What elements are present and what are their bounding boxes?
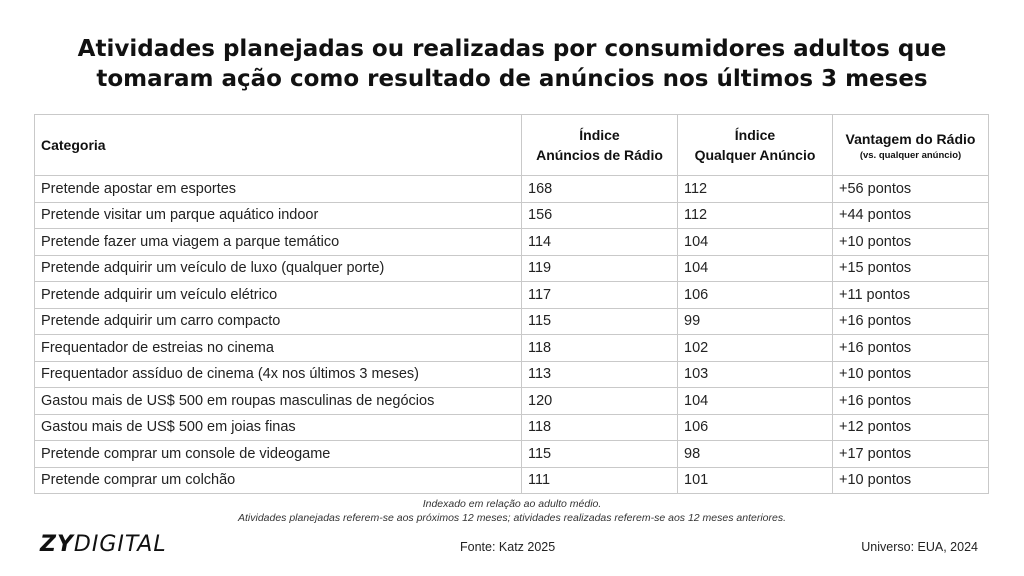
cell-any-ad-index: 101	[677, 466, 833, 494]
header-any-line1: Índice	[734, 127, 776, 143]
table-header: Categoria Índice Anúncios de Rádio Índic…	[34, 114, 989, 176]
cell-category: Pretende adquirir um carro compacto	[34, 307, 522, 335]
header-radio-line2: Anúncios de Rádio	[536, 147, 663, 163]
cell-any-ad-index: 99	[677, 307, 833, 335]
cell-radio-advantage: +10 pontos	[832, 228, 989, 256]
title-line-2: tomaram ação como resultado de anúncios …	[96, 66, 928, 92]
cell-category: Pretende comprar um colchão	[34, 466, 522, 494]
table-row: Pretende fazer uma viagem a parque temát…	[34, 228, 989, 256]
cell-radio-index: 156	[521, 201, 678, 229]
cell-radio-index: 118	[521, 413, 678, 441]
page-title: Atividades planejadas ou realizadas por …	[0, 34, 1024, 94]
table-row: Frequentador assíduo de cinema (4x nos ú…	[34, 360, 989, 388]
header-radio-advantage: Vantagem do Rádio (vs. qualquer anúncio)	[832, 114, 989, 176]
cell-any-ad-index: 104	[677, 228, 833, 256]
cell-category: Gastou mais de US$ 500 em joias finas	[34, 413, 522, 441]
cell-radio-advantage: +15 pontos	[832, 254, 989, 282]
cell-radio-advantage: +16 pontos	[832, 334, 989, 362]
cell-any-ad-index: 106	[677, 413, 833, 441]
table-row: Pretende comprar um console de videogame…	[34, 440, 989, 468]
cell-category: Pretende fazer uma viagem a parque temát…	[34, 228, 522, 256]
cell-radio-index: 119	[521, 254, 678, 282]
cell-category: Pretende comprar um console de videogame	[34, 440, 522, 468]
header-radio-line1: Índice	[579, 127, 620, 143]
cell-any-ad-index: 106	[677, 281, 833, 309]
cell-radio-advantage: +12 pontos	[832, 413, 989, 441]
header-category: Categoria	[34, 114, 522, 176]
footnote-definitions: Atividades planejadas referem-se aos pró…	[237, 512, 786, 524]
cell-category: Frequentador assíduo de cinema (4x nos ú…	[34, 360, 522, 388]
data-table: Categoria Índice Anúncios de Rádio Índic…	[34, 114, 989, 494]
cell-any-ad-index: 112	[677, 175, 833, 203]
footnote-indexed: Indexado em relação ao adulto médio.	[422, 498, 602, 510]
cell-any-ad-index: 102	[677, 334, 833, 362]
table-row: Pretende adquirir um veículo de luxo (qu…	[34, 254, 989, 282]
table-row: Pretende adquirir um carro compacto 115 99…	[34, 307, 989, 335]
cell-radio-index: 115	[521, 307, 678, 335]
cell-radio-index: 117	[521, 281, 678, 309]
zydigital-logo: ZYDIGITAL	[40, 532, 167, 557]
table-row: Pretende adquirir um veículo elétrico 117…	[34, 281, 989, 309]
cell-radio-advantage: +16 pontos	[832, 387, 989, 415]
cell-radio-index: 114	[521, 228, 678, 256]
cell-radio-advantage: +56 pontos	[832, 175, 989, 203]
header-radio-index: Índice Anúncios de Rádio	[521, 114, 678, 176]
cell-category: Pretende apostar em esportes	[34, 175, 522, 203]
table-row: Pretende apostar em esportes 168 112 +56 po…	[34, 175, 989, 203]
cell-radio-index: 120	[521, 387, 678, 415]
universe-text: Universo: EUA, 2024	[861, 540, 978, 554]
logo-light-text: DIGITAL	[73, 532, 167, 557]
cell-radio-index: 113	[521, 360, 678, 388]
cell-radio-advantage: +17 pontos	[832, 440, 989, 468]
cell-category: Gastou mais de US$ 500 em roupas masculi…	[34, 387, 522, 415]
cell-any-ad-index: 104	[677, 254, 833, 282]
table-row: Gastou mais de US$ 500 em joias finas 118…	[34, 413, 989, 441]
cell-any-ad-index: 103	[677, 360, 833, 388]
title-line-1: Atividades planejadas ou realizadas por …	[77, 36, 947, 62]
table-row: Frequentador de estreias no cinema 118 102…	[34, 334, 989, 362]
header-any-line2: Qualquer Anúncio	[694, 147, 816, 163]
table-row: Pretende visitar um parque aquático indo…	[34, 201, 989, 229]
cell-radio-advantage: +10 pontos	[832, 466, 989, 494]
cell-radio-index: 115	[521, 440, 678, 468]
logo-bold-text: ZY	[40, 532, 74, 557]
cell-radio-index: 111	[521, 466, 678, 494]
source-text: Fonte: Katz 2025	[460, 540, 556, 554]
header-any-ad-index: Índice Qualquer Anúncio	[677, 114, 833, 176]
cell-any-ad-index: 98	[677, 440, 833, 468]
table-row: Pretende comprar um colchão 111 101 +10 pon…	[34, 466, 989, 494]
table-row: Gastou mais de US$ 500 em roupas masculi…	[34, 387, 989, 415]
cell-category: Frequentador de estreias no cinema	[34, 334, 522, 362]
header-row: Categoria Índice Anúncios de Rádio Índic…	[34, 114, 989, 176]
cell-radio-index: 118	[521, 334, 678, 362]
cell-radio-advantage: +16 pontos	[832, 307, 989, 335]
table-body: Pretende apostar em esportes 168 112 +56 po…	[34, 175, 989, 494]
cell-radio-advantage: +10 pontos	[832, 360, 989, 388]
cell-radio-index: 168	[521, 175, 678, 203]
cell-category: Pretende visitar um parque aquático indo…	[34, 201, 522, 229]
header-advantage-line1: Vantagem do Rádio	[845, 130, 976, 147]
cell-radio-advantage: +44 pontos	[832, 201, 989, 229]
header-advantage-line2: (vs. qualquer anúncio)	[859, 149, 962, 161]
cell-any-ad-index: 112	[677, 201, 833, 229]
cell-category: Pretende adquirir um veículo elétrico	[34, 281, 522, 309]
cell-any-ad-index: 104	[677, 387, 833, 415]
cell-category: Pretende adquirir um veículo de luxo (qu…	[34, 254, 522, 282]
cell-radio-advantage: +11 pontos	[832, 281, 989, 309]
